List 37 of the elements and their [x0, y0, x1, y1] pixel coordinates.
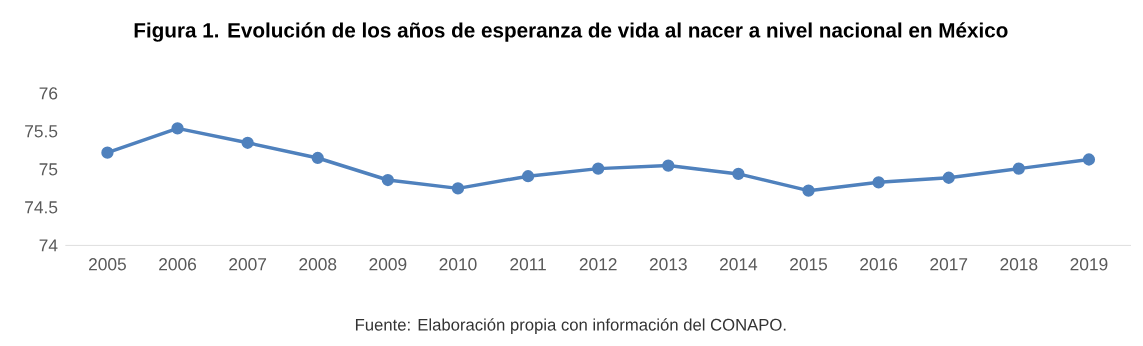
point [1082, 153, 1096, 166]
chart-title: Figura 1. Evolución de los años de esperanza de vida al nacer a nivel nacional en México [134, 22, 1008, 42]
point [592, 162, 605, 175]
point [171, 122, 184, 135]
point [381, 173, 394, 187]
point [662, 159, 675, 172]
y-tick-label: 75 [39, 163, 58, 176]
point [101, 146, 114, 159]
x-tick-label: 2012 [579, 258, 617, 271]
y-tick-label: 75.5 [25, 125, 58, 138]
point [241, 136, 254, 149]
x-tick-label: 2008 [299, 258, 337, 271]
point [521, 170, 535, 183]
point [732, 167, 745, 181]
x-tick-label: 2013 [649, 258, 687, 271]
point [872, 176, 885, 189]
point [942, 171, 955, 184]
point [1012, 162, 1025, 175]
x-tick-label: 2017 [930, 258, 968, 271]
x-tick-label: 2019 [1070, 258, 1108, 271]
point [802, 184, 815, 197]
x-tick-label: 2018 [1000, 258, 1038, 271]
source-note: Fuente: Elaboración propia con información del CONAPO. [355, 318, 786, 334]
point [451, 182, 465, 195]
x-tick-label: 2005 [89, 258, 126, 271]
x-tick-label: 2006 [159, 258, 197, 271]
x-tick-label: 2016 [860, 258, 898, 271]
x-tick-label: 2007 [229, 258, 267, 271]
point [311, 151, 324, 165]
y-tick-label: 76 [39, 87, 58, 100]
x-tick-label: 2010 [439, 258, 477, 271]
x-tick-label: 2011 [510, 258, 546, 271]
y-tick-label: 74 [39, 239, 58, 252]
x-tick-label: 2009 [369, 258, 407, 271]
x-tick-label: 2015 [790, 258, 828, 271]
x-tick-label: 2014 [719, 258, 758, 271]
y-tick-label: 74.5 [25, 201, 58, 214]
